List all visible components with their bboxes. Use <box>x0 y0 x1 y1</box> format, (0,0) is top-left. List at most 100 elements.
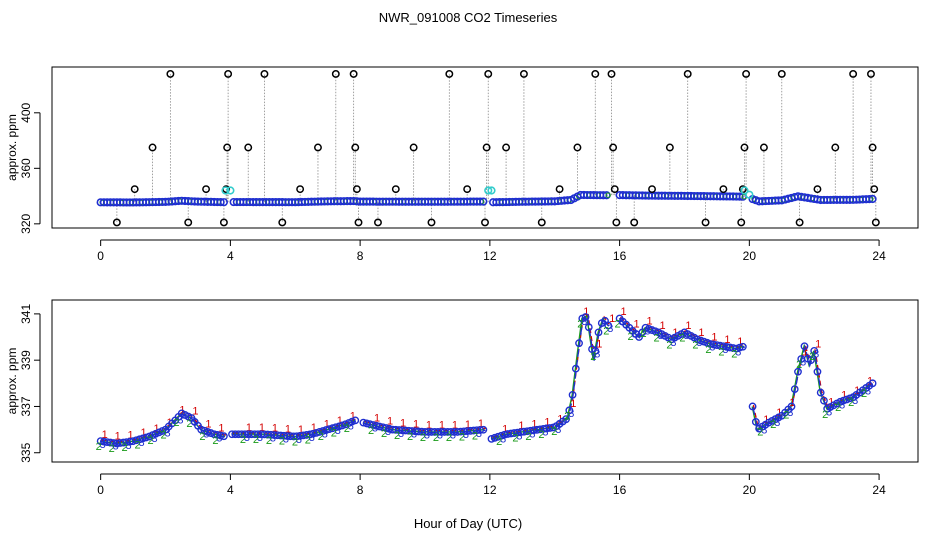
bottom-x-tick-label: 24 <box>872 483 886 497</box>
top-outlier-point <box>352 185 361 194</box>
bottom-series-3-line <box>232 420 356 438</box>
bottom-series-2-label: 2 <box>615 319 621 331</box>
bottom-series-2-label: 2 <box>525 431 531 443</box>
bottom-series-2-label: 2 <box>109 443 115 455</box>
bottom-data-point <box>787 402 796 411</box>
bottom-series-2-label: 2 <box>809 351 815 363</box>
bottom-series-2-label: 2 <box>135 439 141 451</box>
bottom-series-1-label: 1 <box>596 339 602 351</box>
bottom-series-1-label: 1 <box>465 419 471 431</box>
bottom-data-point <box>568 390 577 399</box>
top-x-tick-label: 4 <box>227 249 234 263</box>
top-outlier-point <box>868 143 877 152</box>
bottom-series-2-label: 2 <box>538 429 544 441</box>
bottom-series-1-label: 1 <box>298 424 304 436</box>
bottom-series-3-label: 3 <box>761 424 767 436</box>
top-baseline-point <box>735 192 744 201</box>
bottom-series-2-label: 2 <box>822 409 828 421</box>
bottom-data-point <box>751 417 760 426</box>
top-outlier-point <box>665 143 674 152</box>
bottom-series-1-label: 1 <box>285 423 291 435</box>
bottom-series-2-label: 2 <box>368 425 374 437</box>
bottom-series-2-label: 2 <box>679 332 685 344</box>
top-outlier-point <box>737 218 746 227</box>
bottom-series-1-label: 1 <box>102 429 108 441</box>
bottom-series-2-label: 2 <box>433 432 439 444</box>
bottom-series-3-label: 3 <box>632 329 638 341</box>
top-baseline-point <box>219 198 229 207</box>
top-cyan-point <box>740 186 749 195</box>
bottom-data-point <box>820 396 828 405</box>
top-outlier-point <box>130 185 139 194</box>
top-x-tick-label: 20 <box>743 249 757 263</box>
bottom-series-2-label: 2 <box>666 339 672 351</box>
top-outlier-point <box>296 185 305 194</box>
top-x-tick-label: 8 <box>357 249 364 263</box>
bottom-series-2-label: 2 <box>783 410 789 422</box>
top-outlier-point <box>427 218 436 227</box>
bottom-series-3-label: 3 <box>619 316 625 328</box>
bottom-series-3-label: 3 <box>774 417 780 429</box>
top-outlier-point <box>112 218 121 227</box>
top-outlier-point <box>870 185 879 194</box>
bottom-series-1-label: 1 <box>205 418 211 430</box>
bottom-data-point <box>476 426 485 434</box>
top-x-tick-label: 12 <box>483 249 497 263</box>
bottom-series-3-label: 3 <box>348 421 354 433</box>
top-outlier-point <box>738 185 747 194</box>
bottom-series-3-label: 3 <box>476 428 482 440</box>
bottom-data-point <box>594 328 603 337</box>
bottom-y-tick-label: 335 <box>19 442 33 462</box>
bottom-series-2-label: 2 <box>173 417 179 429</box>
bottom-series-2-label: 2 <box>577 319 583 331</box>
bottom-series-2-label: 2 <box>472 430 478 442</box>
bottom-series-2-label: 2 <box>394 430 400 442</box>
bottom-series-2-label: 2 <box>496 436 502 448</box>
bottom-data-point <box>800 342 809 351</box>
bottom-series-2-label: 2 <box>757 427 763 439</box>
bottom-y-tick-label: 341 <box>19 304 33 324</box>
bottom-series-3-label: 3 <box>309 432 315 444</box>
bottom-series-1-label: 1 <box>583 306 589 318</box>
top-outlier-point <box>867 69 875 78</box>
bottom-series-3-label: 3 <box>826 406 832 418</box>
bottom-series-1-label: 1 <box>350 411 356 423</box>
bottom-data-point <box>571 364 580 373</box>
top-outlier-point <box>314 143 322 152</box>
top-outlier-point <box>683 69 692 78</box>
bottom-series-3-label: 3 <box>542 427 548 439</box>
bottom-series-3-label: 3 <box>463 429 469 441</box>
bottom-series-2-label: 2 <box>253 434 259 446</box>
x-axis-label: Hour of Day (UTC) <box>414 516 522 531</box>
bottom-series-2-label: 2 <box>512 433 518 445</box>
bottom-series-2-label: 2 <box>305 434 311 446</box>
bottom-series-1-line <box>492 313 610 439</box>
bottom-data-point <box>220 432 228 441</box>
bottom-series-2-label: 2 <box>653 332 659 344</box>
top-outlier-point <box>573 143 582 152</box>
bottom-series-2-label: 2 <box>240 434 246 446</box>
bottom-series-2-label: 2 <box>640 328 646 340</box>
bottom-series-2-label: 2 <box>705 344 711 356</box>
bottom-y-tick-label: 339 <box>19 350 33 370</box>
bottom-series-1-label: 1 <box>659 320 665 332</box>
top-outlier-point <box>610 185 619 194</box>
top-baseline-point <box>599 191 608 200</box>
bottom-data-point <box>565 406 574 415</box>
bottom-series-2-label: 2 <box>318 431 324 443</box>
top-y-tick-label: 400 <box>19 102 33 122</box>
bottom-series-1-label: 1 <box>218 423 224 435</box>
bottom-data-point <box>813 367 822 376</box>
top-outlier-point <box>630 218 639 227</box>
bottom-series-2-label: 2 <box>420 432 426 444</box>
top-outlier-point <box>278 218 287 227</box>
bottom-series-2-label: 2 <box>770 419 776 431</box>
bottom-series-3-label: 3 <box>670 337 676 349</box>
top-outlier-point <box>148 143 157 152</box>
bottom-series-1-label: 1 <box>815 339 821 351</box>
bottom-series-1-label: 1 <box>570 398 576 410</box>
top-x-tick-label: 24 <box>872 249 886 263</box>
bottom-y-tick-label: 337 <box>19 396 33 416</box>
bottom-series-2-label: 2 <box>266 435 272 447</box>
